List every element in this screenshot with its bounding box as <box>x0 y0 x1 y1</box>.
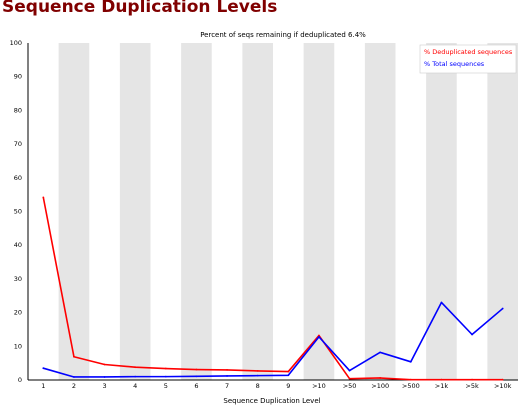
data-point <box>379 377 382 379</box>
data-point <box>42 196 45 199</box>
data-point <box>287 374 290 377</box>
x-tick-label: >5k <box>465 382 479 390</box>
background-band <box>181 43 212 380</box>
x-tick-label: 7 <box>225 382 229 390</box>
x-tick-label: >500 <box>402 382 420 390</box>
data-point <box>348 369 351 372</box>
data-point <box>164 367 167 370</box>
legend: % Deduplicated sequences % Total sequence… <box>419 44 517 74</box>
background-band <box>364 43 396 380</box>
x-tick-label: 3 <box>102 382 106 390</box>
data-point <box>471 333 473 336</box>
x-tick-label: >10k <box>494 382 512 390</box>
x-tick-label: 9 <box>286 382 290 390</box>
x-tick-label: >50 <box>343 382 357 390</box>
x-tick-label: 1 <box>41 382 45 390</box>
data-point <box>440 301 443 304</box>
data-point <box>318 334 320 337</box>
x-tick-label: 8 <box>256 382 260 390</box>
data-point <box>73 355 75 358</box>
y-tick-label: 80 <box>14 106 22 114</box>
data-point <box>195 368 198 371</box>
background-band <box>303 43 335 380</box>
x-tick-label: 5 <box>164 382 168 390</box>
background-band <box>242 43 273 380</box>
data-point <box>226 375 228 377</box>
background-bands <box>58 43 518 380</box>
data-point <box>103 376 106 378</box>
data-point <box>256 370 259 372</box>
x-tick-label: >10 <box>312 382 326 390</box>
legend-box <box>419 44 517 74</box>
y-tick-label: 40 <box>14 241 22 249</box>
data-point <box>195 375 198 378</box>
y-tick-label: 10 <box>14 342 22 350</box>
data-point <box>379 351 382 354</box>
background-band <box>426 43 457 380</box>
y-tick-label: 20 <box>14 309 22 317</box>
data-point <box>73 376 75 378</box>
x-ticks: 1 2 3 4 5 6 7 8 9 >10 >50 >100 >500 >1k >5k >10k <box>41 382 511 390</box>
legend-entry: % Total sequences <box>424 60 485 68</box>
data-point <box>287 370 290 373</box>
data-point <box>409 360 412 363</box>
data-point <box>164 375 167 378</box>
x-tick-label: 4 <box>133 382 137 390</box>
x-tick-label: 2 <box>72 382 76 390</box>
legend-entry: % Deduplicated sequences <box>424 48 513 56</box>
data-point <box>348 377 351 380</box>
x-tick-label: >100 <box>371 382 389 390</box>
data-point <box>256 374 259 377</box>
data-point <box>501 307 504 310</box>
series-lines <box>42 196 504 381</box>
data-point <box>42 367 45 370</box>
y-tick-label: 0 <box>18 376 22 384</box>
y-tick-label: 90 <box>14 73 22 81</box>
y-tick-label: 70 <box>14 140 22 148</box>
data-point <box>471 378 473 381</box>
data-point <box>409 378 412 381</box>
data-point <box>103 363 106 366</box>
data-point <box>226 368 228 371</box>
background-band <box>119 43 151 380</box>
x-tick-label: >1k <box>435 382 449 390</box>
data-point <box>134 375 137 378</box>
data-point <box>440 378 443 381</box>
series-line-deduplicated <box>42 197 503 381</box>
background-band <box>58 43 90 380</box>
page-title: Sequence Duplication Levels <box>2 0 278 17</box>
y-tick-label: 60 <box>14 174 22 182</box>
data-point <box>134 366 137 369</box>
background-band <box>487 43 518 380</box>
x-tick-label: 6 <box>194 382 198 390</box>
series-line-total <box>43 301 504 378</box>
x-axis-label: Sequence Duplication Level <box>223 397 320 405</box>
data-point <box>501 378 504 381</box>
data-point <box>318 335 320 338</box>
y-ticks: 0 10 20 30 40 50 60 70 80 90 100 <box>10 39 22 384</box>
y-tick-label: 100 <box>10 39 22 47</box>
chart-title: Percent of seqs remaining if deduplicate… <box>200 31 366 39</box>
y-tick-label: 30 <box>14 275 22 283</box>
y-tick-label: 50 <box>14 208 22 216</box>
